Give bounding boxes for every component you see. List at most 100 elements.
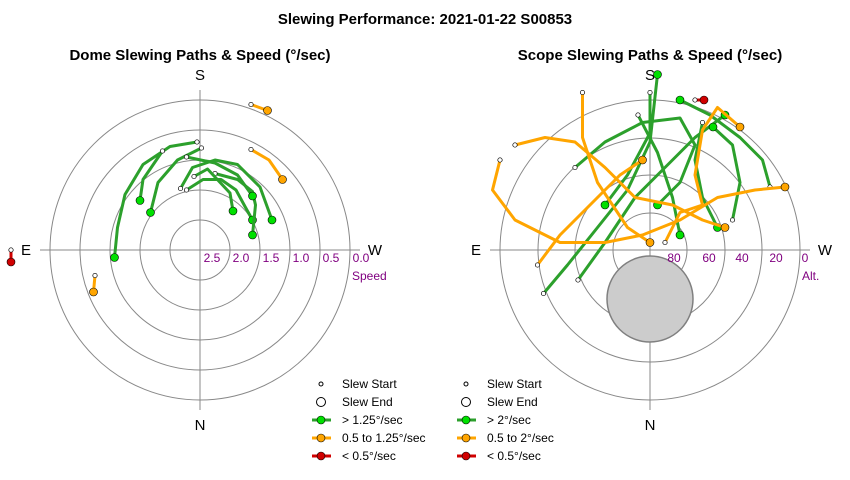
dome-title: Dome Slewing Paths & Speed (°/sec) bbox=[69, 47, 330, 64]
scope-slew-path bbox=[536, 158, 644, 267]
dome-radial-label: Speed bbox=[352, 269, 387, 283]
dome-slew-path bbox=[249, 148, 284, 181]
scope-slew-end-marker bbox=[720, 223, 730, 232]
scope-slew-path bbox=[663, 106, 742, 244]
scope-slew-start-marker bbox=[497, 157, 503, 163]
scope-compass-right: W bbox=[818, 242, 833, 259]
scope-slew-end-marker bbox=[735, 122, 745, 132]
dome-compass-right: W bbox=[368, 242, 383, 259]
dome-legend: Slew Start Slew End > 1.25°/sec 0.5 to 1… bbox=[312, 377, 426, 463]
scope-slew-start-marker bbox=[575, 277, 581, 283]
scope-legend-label: < 0.5°/sec bbox=[487, 449, 541, 463]
dome-tick-label: 2.5 bbox=[204, 251, 221, 265]
scope-legend-medium-marker bbox=[461, 433, 471, 443]
scope-slew-end-marker bbox=[638, 155, 647, 165]
dome-slew-end-marker bbox=[267, 215, 277, 225]
scope-slew-end-marker bbox=[780, 182, 790, 192]
scope-slew-end-marker bbox=[600, 200, 610, 210]
scope-panel: Scope Slewing Paths & Speed (°/sec) S N … bbox=[457, 47, 833, 463]
scope-slew-start-marker bbox=[647, 89, 653, 96]
scope-slew-path bbox=[581, 91, 652, 244]
dome-paths bbox=[6, 101, 287, 297]
scope-radial-label: Alt. bbox=[802, 269, 819, 283]
scope-slew-end-marker bbox=[645, 238, 655, 247]
scope-slew-end-marker bbox=[675, 230, 685, 240]
dome-slew-end-marker bbox=[263, 106, 272, 115]
scope-radial-ticks: 80 60 40 20 0 Alt. bbox=[667, 251, 819, 283]
dome-slew-path bbox=[185, 178, 254, 222]
scope-slew-end-marker bbox=[699, 95, 709, 105]
scope-legend-label: Slew End bbox=[487, 395, 538, 409]
dome-slew-path bbox=[138, 149, 164, 202]
dome-slew-start-marker bbox=[198, 145, 205, 151]
scope-slew-path bbox=[636, 113, 682, 237]
dome-slew-start-marker bbox=[177, 185, 184, 192]
dome-tick-label: 0.5 bbox=[323, 251, 340, 265]
scope-tick-label: 0 bbox=[802, 251, 809, 265]
dome-legend-label: 0.5 to 1.25°/sec bbox=[342, 431, 426, 445]
scope-title: Scope Slewing Paths & Speed (°/sec) bbox=[518, 47, 782, 64]
dome-compass-top: S bbox=[195, 67, 205, 84]
scope-tick-label: 40 bbox=[735, 251, 749, 265]
dome-slew-end-marker bbox=[89, 287, 98, 297]
scope-slew-start-marker bbox=[692, 97, 698, 103]
scope-tick-label: 60 bbox=[702, 251, 716, 265]
dome-legend-fast-marker bbox=[316, 415, 326, 425]
dome-legend-label: Slew Start bbox=[342, 377, 397, 391]
scope-legend-start-marker bbox=[463, 381, 469, 387]
figure-title: Slewing Performance: 2021-01-22 S00853 bbox=[278, 11, 572, 28]
dome-slew-end-marker bbox=[146, 208, 155, 217]
scope-legend-label: Slew Start bbox=[487, 377, 542, 391]
dome-legend-label: Slew End bbox=[342, 395, 393, 409]
dome-compass-bottom: N bbox=[195, 417, 206, 434]
scope-slew-start-marker bbox=[540, 290, 547, 297]
dome-slew-start-marker bbox=[8, 247, 14, 253]
scope-legend-fast-marker bbox=[461, 415, 471, 425]
scope-legend-end-marker bbox=[461, 397, 471, 407]
scope-slew-end-marker bbox=[653, 70, 662, 79]
dome-tick-label: 2.0 bbox=[233, 251, 250, 265]
dome-legend-slow-marker bbox=[316, 451, 326, 461]
dome-legend-label: > 1.25°/sec bbox=[342, 413, 403, 427]
scope-slew-start-marker bbox=[635, 112, 641, 118]
scope-tick-label: 80 bbox=[667, 251, 681, 265]
dome-slew-end-marker bbox=[278, 175, 287, 184]
scope-legend-slow-marker bbox=[461, 451, 471, 461]
scope-paths bbox=[491, 70, 790, 297]
scope-slew-path bbox=[573, 116, 697, 207]
dome-slew-start-marker bbox=[191, 173, 197, 180]
scope-slew-path bbox=[513, 136, 727, 229]
dome-slew-path bbox=[149, 146, 203, 214]
scope-slew-start-marker bbox=[534, 262, 541, 268]
dome-tick-label: 0.0 bbox=[353, 251, 370, 265]
dome-slew-end-marker bbox=[228, 206, 238, 216]
dome-tick-label: 1.5 bbox=[263, 251, 280, 265]
dome-slew-end-marker bbox=[6, 257, 16, 267]
dome-legend-medium-marker bbox=[316, 433, 326, 443]
dome-slew-start-marker bbox=[183, 154, 190, 160]
scope-slew-end-marker bbox=[708, 122, 718, 132]
dome-slew-start-marker bbox=[194, 139, 200, 145]
scope-slew-start-marker bbox=[579, 89, 586, 96]
dome-panel: Dome Slewing Paths & Speed (°/sec) S N E… bbox=[6, 47, 426, 463]
scope-legend-label: > 2°/sec bbox=[487, 413, 531, 427]
dome-legend-end-marker bbox=[316, 397, 326, 407]
dome-tick-label: 1.0 bbox=[293, 251, 310, 265]
dome-slew-start-marker bbox=[92, 272, 98, 279]
dome-slew-path bbox=[179, 158, 274, 222]
dome-compass-left: E bbox=[21, 242, 31, 259]
dome-slew-start-marker bbox=[159, 148, 166, 154]
scope-compass-left: E bbox=[471, 242, 481, 259]
dome-slew-path bbox=[185, 155, 254, 198]
scope-slew-start-marker bbox=[572, 164, 578, 171]
scope-slew-path bbox=[491, 158, 787, 244]
scope-slew-start-marker bbox=[512, 142, 518, 148]
scope-slew-path bbox=[603, 91, 652, 207]
scope-slew-path bbox=[678, 98, 772, 189]
dome-slew-end-marker bbox=[248, 191, 257, 201]
dome-legend-start-marker bbox=[318, 381, 324, 387]
dome-radial-ticks: 2.5 2.0 1.5 1.0 0.5 0.0 Speed bbox=[204, 251, 387, 283]
scope-tick-label: 20 bbox=[769, 251, 783, 265]
dome-slew-start-marker bbox=[248, 146, 254, 153]
